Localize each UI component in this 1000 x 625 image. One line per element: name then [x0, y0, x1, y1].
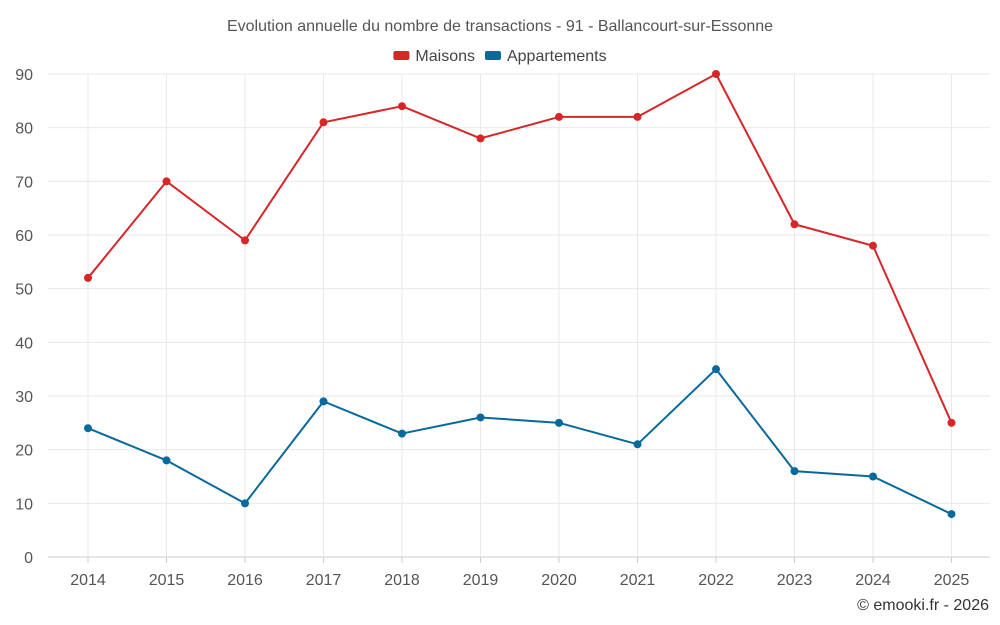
y-tick-label: 80: [15, 121, 33, 138]
data-point[interactable]: [162, 456, 171, 465]
x-tick-label: 2022: [698, 572, 734, 589]
data-point[interactable]: [476, 134, 485, 143]
x-tick-label: 2017: [306, 572, 342, 589]
series-maisons: [84, 70, 956, 427]
data-point[interactable]: [633, 112, 642, 121]
y-tick-label: 20: [15, 443, 33, 460]
data-point[interactable]: [790, 220, 799, 229]
legend-item-maisons[interactable]: Maisons: [393, 48, 475, 65]
data-point[interactable]: [947, 418, 956, 427]
data-point[interactable]: [712, 365, 720, 374]
y-tick-label: 10: [15, 496, 33, 513]
data-point[interactable]: [633, 440, 642, 449]
x-tick-label: 2019: [463, 572, 499, 589]
series-appartements: [84, 365, 956, 519]
data-point[interactable]: [790, 467, 799, 476]
legend-swatch: [484, 51, 501, 60]
x-tick-label: 2021: [620, 572, 656, 589]
data-point[interactable]: [84, 273, 92, 282]
data-point[interactable]: [319, 397, 328, 406]
y-axis: 0 10 20 30 40 50 60 70 80 90: [15, 67, 33, 567]
chart-title: Evolution annuelle du nombre de transact…: [227, 18, 773, 35]
legend-item-appartements[interactable]: Appartements: [484, 48, 607, 65]
data-point[interactable]: [241, 499, 249, 508]
data-point[interactable]: [162, 177, 171, 186]
x-tick-label: 2020: [541, 572, 577, 589]
data-point[interactable]: [947, 510, 956, 519]
y-tick-label: 70: [15, 174, 33, 191]
data-point[interactable]: [241, 236, 249, 245]
legend: Maisons Appartements: [393, 48, 607, 65]
data-point[interactable]: [869, 472, 877, 481]
x-tick-label: 2023: [777, 572, 813, 589]
data-point[interactable]: [555, 112, 563, 121]
data-point[interactable]: [398, 429, 406, 438]
x-axis: 2014 2015 2016 2017 2018 2019 2020 2021 2022 2023…: [70, 557, 969, 589]
y-tick-label: 90: [15, 67, 33, 84]
data-point[interactable]: [319, 118, 328, 127]
legend-label: Maisons: [415, 48, 475, 65]
data-point[interactable]: [712, 70, 720, 78]
x-tick-label: 2024: [855, 572, 891, 589]
x-tick-label: 2025: [934, 572, 970, 589]
data-point[interactable]: [398, 102, 406, 111]
x-tick-label: 2016: [227, 572, 263, 589]
y-tick-label: 0: [24, 550, 33, 567]
data-point[interactable]: [869, 241, 877, 250]
y-tick-label: 50: [15, 282, 33, 299]
y-tick-label: 30: [15, 389, 33, 406]
x-tick-label: 2018: [384, 572, 420, 589]
data-point[interactable]: [84, 424, 92, 433]
legend-label: Appartements: [507, 48, 607, 65]
x-tick-label: 2014: [70, 572, 106, 589]
legend-swatch: [393, 51, 410, 60]
y-tick-label: 40: [15, 335, 33, 352]
credit-text: © emooki.fr - 2026: [857, 597, 989, 614]
data-point[interactable]: [476, 413, 485, 422]
series-line: [87, 368, 952, 515]
series-group: [84, 70, 956, 519]
grid: [48, 73, 990, 558]
x-tick-label: 2015: [149, 572, 185, 589]
series-line: [87, 73, 953, 424]
data-point[interactable]: [555, 418, 563, 427]
y-tick-label: 60: [15, 228, 33, 245]
